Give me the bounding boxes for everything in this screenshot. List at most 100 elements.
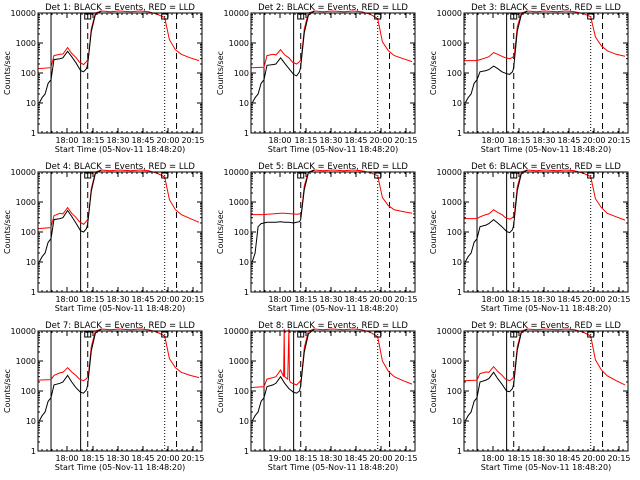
y-tick-label: 1000 <box>229 198 249 207</box>
series-events-line <box>38 169 102 263</box>
y-axis-label: Counts/sec <box>429 51 438 95</box>
y-axis-label: Counts/sec <box>216 210 225 254</box>
y-axis-label: Counts/sec <box>216 369 225 413</box>
chart-title: Det 3: BLACK = Events, RED = LLD <box>471 3 621 13</box>
y-tick-label: 10 <box>26 417 36 426</box>
y-tick-label: 10000 <box>11 327 36 336</box>
x-tick-label: 18:30 <box>319 454 342 463</box>
x-tick-label: 20:15 <box>394 454 417 463</box>
x-tick-label: 18:30 <box>532 454 555 463</box>
x-tick-label: 18:45 <box>557 454 580 463</box>
y-tick-label: 100 <box>234 387 249 396</box>
x-tick-label: 18:30 <box>319 136 342 145</box>
series-lld-line <box>38 10 200 70</box>
panel-det-1: Det 1: BLACK = Events, RED = LLD 1 10 100 10… <box>3 3 205 154</box>
x-axis-label: Start Time (05-Nov-11 18:48:20) <box>268 145 398 154</box>
x-tick-label: 20:00 <box>582 136 605 145</box>
x-axis-label: Start Time (05-Nov-11 18:48:20) <box>481 463 611 472</box>
series-events-line <box>251 10 315 104</box>
x-tick-label: 18:45 <box>344 454 367 463</box>
x-tick-label: 18:00 <box>55 454 78 463</box>
x-tick-label: 18:00 <box>55 295 78 304</box>
y-tick-label: 1000 <box>229 39 249 48</box>
y-tick-label: 10000 <box>224 9 249 18</box>
x-tick-label: 18:15 <box>507 136 530 145</box>
x-tick-label: 18:15 <box>294 454 317 463</box>
flare-marker <box>84 13 92 20</box>
y-tick-label: 10 <box>239 417 249 426</box>
x-tick-label: 18:45 <box>131 454 154 463</box>
y-axis-label: Counts/sec <box>3 210 12 254</box>
x-tick-label: 18:00 <box>481 295 504 304</box>
y-tick-label: 1 <box>244 129 249 138</box>
y-tick-label: 1000 <box>16 39 36 48</box>
x-tick-label: 18:00 <box>481 136 504 145</box>
x-tick-label: 20:00 <box>156 136 179 145</box>
y-tick-label: 10 <box>239 99 249 108</box>
y-tick-label: 1000 <box>442 357 462 366</box>
plot-frame <box>37 12 203 134</box>
plot-frame <box>250 330 416 452</box>
y-tick-label: 1000 <box>16 357 36 366</box>
flare-marker <box>84 331 92 338</box>
y-tick-label: 100 <box>234 69 249 78</box>
y-tick-label: 100 <box>21 387 36 396</box>
x-tick-label: 18:15 <box>294 295 317 304</box>
x-tick-label: 18:45 <box>344 295 367 304</box>
x-tick-label: 18:30 <box>106 295 129 304</box>
series-events-line <box>251 169 315 263</box>
series-lld-line <box>251 10 413 69</box>
series-events-line <box>464 169 528 263</box>
x-tick-label: 20:15 <box>607 136 630 145</box>
chart-title: Det 7: BLACK = Events, RED = LLD <box>45 321 195 331</box>
y-tick-label: 100 <box>447 69 462 78</box>
chart-title: Det 4: BLACK = Events, RED = LLD <box>45 162 195 172</box>
x-tick-label: 20:00 <box>369 454 392 463</box>
chart-title: Det 5: BLACK = Events, RED = LLD <box>258 162 408 172</box>
x-axis-label: Start Time (05-Nov-11 18:48:20) <box>268 304 398 313</box>
x-axis-label: Start Time (05-Nov-11 18:48:20) <box>481 145 611 154</box>
x-axis-label: Start Time (05-Nov-11 18:48:20) <box>55 145 185 154</box>
x-tick-label: 18:15 <box>81 136 104 145</box>
x-tick-label: 18:30 <box>532 136 555 145</box>
panel-det-8: Det 8: BLACK = Events, RED = LLD 1 10 100 10… <box>216 321 418 472</box>
flare-marker <box>297 331 305 338</box>
series-events-line <box>38 328 102 422</box>
y-tick-label: 1 <box>31 447 36 456</box>
x-tick-label: 18:45 <box>557 295 580 304</box>
x-tick-label: 18:15 <box>81 454 104 463</box>
x-tick-label: 18:45 <box>131 136 154 145</box>
series-lld-line <box>464 169 626 221</box>
x-tick-label: 20:00 <box>156 454 179 463</box>
x-tick-label: 18:15 <box>294 136 317 145</box>
y-tick-label: 1 <box>457 288 462 297</box>
x-axis-label: Start Time (05-Nov-11 18:48:20) <box>55 304 185 313</box>
panel-det-9: Det 9: BLACK = Events, RED = LLD 1 10 100 10… <box>429 321 631 472</box>
y-tick-label: 10 <box>452 258 462 267</box>
x-tick-label: 20:00 <box>369 295 392 304</box>
y-tick-label: 1 <box>244 447 249 456</box>
x-tick-label: 20:00 <box>582 295 605 304</box>
x-tick-label: 20:15 <box>181 295 204 304</box>
x-tick-label: 20:00 <box>582 454 605 463</box>
flare-marker <box>510 172 518 179</box>
flare-marker <box>510 331 518 338</box>
plot-frame <box>463 12 629 134</box>
x-tick-label: 20:15 <box>181 136 204 145</box>
chart-title: Det 8: BLACK = Events, RED = LLD <box>258 321 408 331</box>
plot-frame <box>37 171 203 293</box>
y-tick-label: 10 <box>452 99 462 108</box>
y-tick-label: 100 <box>21 228 36 237</box>
x-tick-label: 18:45 <box>557 136 580 145</box>
y-tick-label: 1000 <box>229 357 249 366</box>
x-tick-label: 18:30 <box>106 454 129 463</box>
series-lld-line <box>38 169 200 230</box>
x-tick-label: 18:00 <box>268 136 291 145</box>
series-lld-line <box>251 328 413 389</box>
y-tick-label: 1 <box>457 447 462 456</box>
x-tick-label: 18:00 <box>55 136 78 145</box>
x-tick-label: 19:00 <box>268 454 291 463</box>
y-tick-label: 10 <box>26 258 36 267</box>
chart-title: Det 2: BLACK = Events, RED = LLD <box>258 3 408 13</box>
y-tick-label: 100 <box>447 387 462 396</box>
